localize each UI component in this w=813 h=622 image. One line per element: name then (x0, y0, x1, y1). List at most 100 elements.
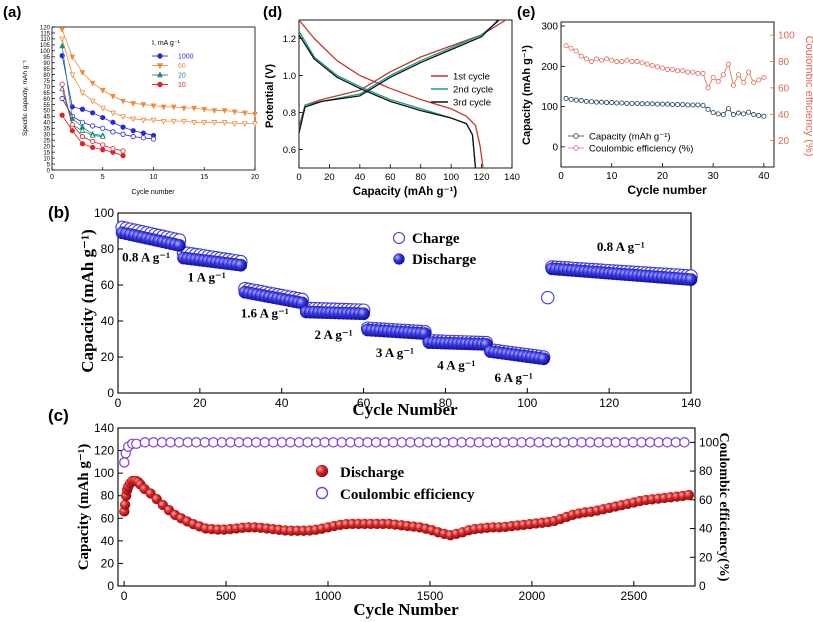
x-tick-label: 0 (558, 171, 564, 182)
ce-point (507, 437, 519, 448)
legend-d: 1st cycle 2nd cycle 3rd cycle (431, 72, 493, 109)
data-point-20 (79, 127, 86, 133)
y-right-tick-label: 100 (778, 31, 795, 42)
ce-point (182, 437, 193, 448)
data-point (690, 69, 696, 75)
x-tick-label: 140 (504, 172, 520, 183)
data-point-60 (191, 105, 197, 112)
ce-point (482, 437, 493, 448)
y-tick-label: 300 (541, 22, 558, 33)
ce-point (293, 437, 305, 448)
ce-point (165, 437, 176, 448)
y-axis-right-label-e: Coulombic efficiency (%) (803, 36, 813, 157)
ce-point (319, 437, 330, 448)
x-axis-label-a: Cycle number (131, 189, 175, 196)
data-point (654, 64, 660, 70)
legend-label: Capacity (mAh g⁻¹) (589, 132, 671, 143)
x-tick-label: 20 (657, 171, 669, 182)
ce-point (602, 437, 613, 448)
data-point-1000 (130, 134, 136, 140)
y-tick-label: 35 (43, 127, 50, 133)
discharge-point (119, 499, 131, 510)
y-axis-label-c: Capacity (mAh g⁻¹) (76, 444, 92, 571)
x-tick-label: 2000 (519, 589, 546, 603)
data-point-60 (89, 98, 96, 105)
y-tick-label: 80 (43, 73, 50, 79)
ce-point (644, 437, 656, 448)
data-point (720, 72, 726, 78)
data-point-60 (242, 110, 248, 117)
rate-label: 6 A g⁻¹ (495, 370, 533, 385)
data-point-10 (100, 147, 106, 153)
ce-point (405, 437, 416, 448)
panel-d: (d) 0 20 40 60 80 100 120 140 0.6 0.8 1.0 1.2 Capac… (263, 4, 520, 198)
data-point (644, 101, 650, 107)
data-point-60 (160, 104, 167, 111)
data-point (594, 56, 600, 62)
ce-point (225, 437, 236, 448)
ce-point (233, 437, 245, 448)
y-tick-label: 0 (107, 386, 114, 400)
data-point-60 (79, 70, 86, 76)
data-point-60 (191, 120, 197, 126)
x-tick-label: 0 (121, 589, 128, 603)
data-point-1000 (130, 128, 136, 134)
legend-marker (573, 133, 579, 139)
data-point (685, 102, 691, 108)
data-point (619, 59, 625, 65)
y-tick-label: 0 (47, 168, 51, 174)
ce-point (490, 437, 502, 448)
data-point-10 (79, 141, 86, 147)
x-axis-label-e: Cycle number (627, 183, 707, 197)
data-point-10 (79, 134, 86, 140)
ce-point (345, 437, 356, 448)
ce-point (148, 437, 159, 448)
ce-point (627, 437, 639, 448)
data-point-20 (59, 42, 65, 49)
data-point-60 (69, 72, 76, 79)
y-tick-label: 0 (107, 579, 114, 593)
ce-point (610, 437, 622, 448)
y-tick-label: 90 (43, 61, 50, 67)
data-point (710, 74, 716, 80)
y-tick-label: 75 (43, 79, 50, 85)
panel-label-b: (b) (48, 203, 70, 222)
data-point-60 (170, 104, 177, 111)
legend-e: Capacity (mAh g⁻¹)Coulombic efficiency (… (568, 132, 693, 155)
data-point (695, 102, 701, 108)
data-point (700, 102, 706, 108)
data-point-10 (120, 148, 126, 154)
data-point-1000 (110, 119, 116, 125)
data-point (654, 101, 660, 107)
data-point-60 (120, 98, 126, 105)
data-point (710, 110, 716, 116)
data-point-60 (99, 87, 106, 94)
x-tick-label: 1500 (417, 589, 444, 603)
ce-point (593, 437, 604, 448)
data-point-1000 (150, 136, 157, 142)
data-point (665, 101, 671, 107)
data-point (736, 110, 742, 116)
data-point (659, 101, 665, 107)
x-axis-label-b: Cycle Number (352, 400, 458, 419)
data-point (588, 59, 594, 65)
ce-point (259, 437, 270, 448)
y-tick-label: 60 (43, 97, 50, 103)
data-point (599, 99, 605, 105)
x-tick-label: 15 (200, 174, 208, 181)
data-point (639, 60, 645, 66)
data-point (629, 59, 635, 65)
data-point-1000 (120, 131, 126, 137)
ce-point (362, 437, 373, 448)
data-point-1000 (110, 129, 116, 135)
data-point (730, 82, 736, 88)
y-right-tick-label: 0 (699, 579, 706, 593)
x-tick-label: 100 (443, 172, 459, 183)
ce-point (336, 437, 348, 448)
legend-marker-10 (157, 81, 163, 88)
x-tick-label: 2500 (620, 589, 647, 603)
discharge-point (684, 273, 698, 286)
data-point-10 (59, 81, 65, 87)
data-point (675, 102, 681, 108)
x-tick-label: 20 (193, 396, 207, 410)
